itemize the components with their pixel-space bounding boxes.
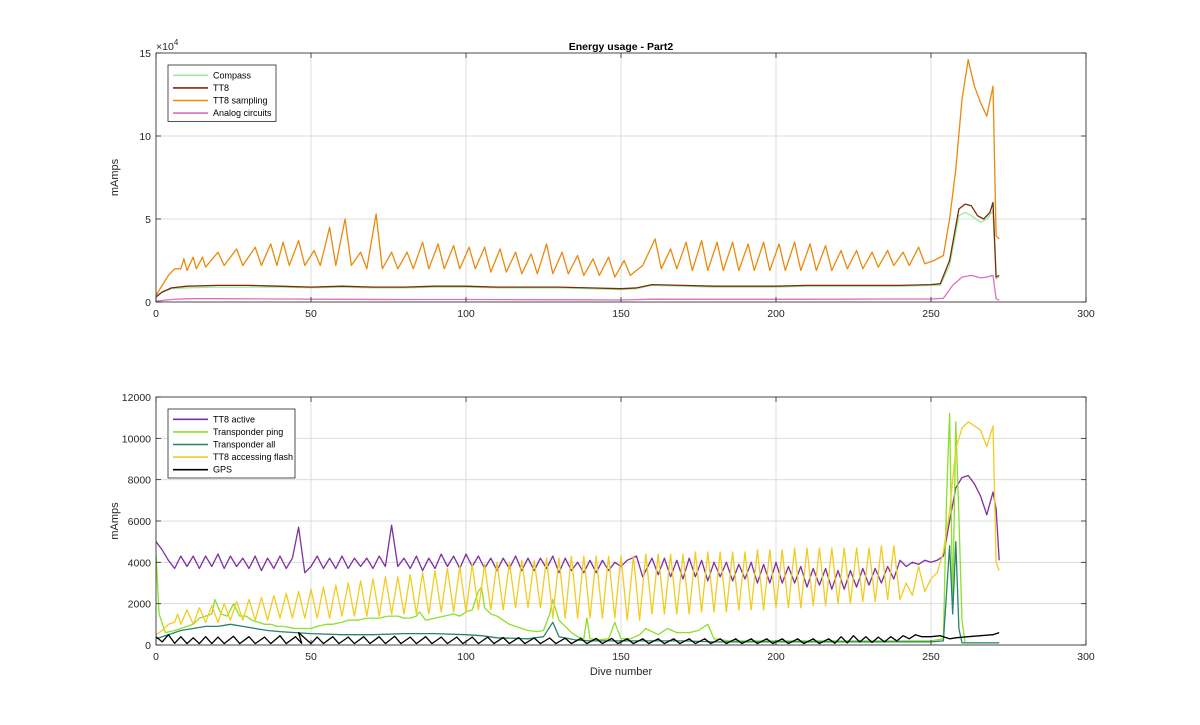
bottom-x-tick-label: 300	[1077, 651, 1095, 663]
bottom-series-4-line	[156, 421, 1000, 636]
top-y-axis-label: mAmps	[109, 158, 121, 196]
bottom-y-tick-label: 6000	[128, 516, 152, 528]
bottom-series-group	[156, 412, 1000, 645]
bottom-x-tick-label: 100	[457, 651, 475, 663]
bottom-x-tick-label: 150	[612, 651, 630, 663]
top-x-tick-label: 150	[612, 308, 630, 320]
top-x-tick-label: 50	[305, 308, 317, 320]
top-chart-title: Energy usage - Part2	[569, 41, 674, 53]
bottom-x-tick-label: 200	[767, 651, 785, 663]
top-series-4-line	[156, 274, 1000, 302]
bottom-y-tick-label: 0	[145, 640, 151, 652]
top-x-tick-label: 100	[457, 308, 475, 320]
bottom-x-tick-label: 0	[153, 651, 159, 663]
bottom-legend-label-5: GPS	[213, 465, 232, 475]
top-legend-box	[167, 64, 277, 122]
bottom-plot: 0 50 100 150 200 250 300 0 2000 4000 6000 8000 10000…	[109, 392, 1095, 678]
bottom-legend-label-2: Transponder ping	[213, 427, 283, 437]
bottom-legend-label-4: TT8 accessing flash	[213, 452, 293, 462]
bottom-y-tick-label: 10000	[122, 433, 151, 445]
top-x-tick-label: 300	[1077, 308, 1095, 320]
bottom-series-2-line	[156, 412, 1000, 644]
top-x-tick-label: 0	[153, 308, 159, 320]
top-series-group	[156, 58, 1000, 302]
top-y-tick-label: 10	[139, 131, 151, 143]
bottom-legend-label-1: TT8 active	[213, 414, 255, 424]
bottom-y-tick-label: 2000	[128, 599, 152, 611]
top-legend-label-4: Analog circuits	[213, 108, 272, 118]
top-legend-label-3: TT8 sampling	[213, 96, 268, 106]
top-y-tick-label: 5	[145, 214, 151, 226]
top-series-2-line	[156, 201, 1000, 298]
bottom-x-tick-label: 50	[305, 651, 317, 663]
bottom-series-1-line	[156, 474, 1000, 590]
top-legend-label-2: TT8	[213, 83, 229, 93]
bottom-legend-label-3: Transponder all	[213, 440, 275, 450]
top-legend: Compass TT8 TT8 sampling Analog circuits	[167, 64, 277, 122]
bottom-x-tick-label: 250	[922, 651, 940, 663]
top-y-exponent: ×104	[156, 38, 179, 53]
top-legend-label-1: Compass	[213, 70, 252, 80]
bottom-legend: TT8 active Transponder ping Transponder al…	[167, 408, 296, 479]
top-x-tick-label: 250	[922, 308, 940, 320]
bottom-legend-box	[167, 408, 296, 479]
top-x-tick-label: 200	[767, 308, 785, 320]
top-plot: 0 50 100 150 200 250 300 0 5 10 15 ×104 Energy usage…	[109, 38, 1095, 320]
bottom-series-5-line	[156, 631, 1000, 645]
top-series-3-line	[156, 58, 1000, 296]
top-series-1-line	[156, 210, 1000, 297]
bottom-y-tick-label: 12000	[122, 392, 151, 404]
top-y-tick-label: 0	[145, 297, 151, 309]
bottom-y-tick-label: 4000	[128, 557, 152, 569]
bottom-y-tick-label: 8000	[128, 475, 152, 487]
top-y-tick-label: 15	[139, 48, 151, 60]
bottom-x-axis-label: Dive number	[590, 666, 653, 678]
bottom-y-axis-label: mAmps	[109, 502, 121, 540]
